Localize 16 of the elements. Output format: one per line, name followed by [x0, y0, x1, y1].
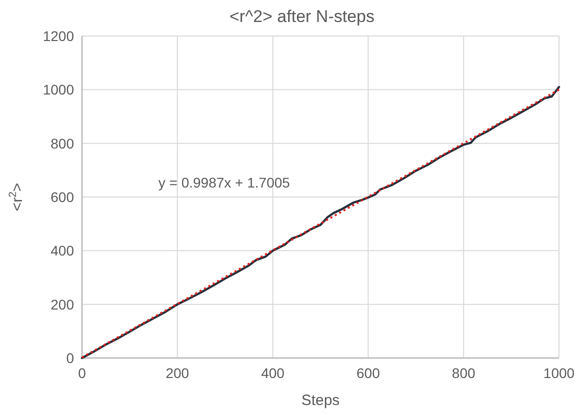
y-tick-label: 600 — [50, 189, 74, 205]
y-tick-label: 400 — [50, 242, 74, 259]
x-tick-label: 1000 — [543, 365, 575, 381]
y-tick-label: 1200 — [42, 28, 74, 44]
y-tick-label: 800 — [50, 135, 74, 152]
x-tick-label: 600 — [356, 365, 380, 381]
y-tick-label: 200 — [50, 296, 74, 312]
annotation: y = 0.9987x + 1.7005 — [158, 174, 290, 190]
x-axis-title: Steps — [301, 392, 340, 409]
x-tick-label: 400 — [261, 365, 285, 381]
x-tick-label: 0 — [78, 365, 86, 381]
chart-title: <r^2> after N-steps — [230, 7, 374, 26]
x-tick-label: 800 — [452, 365, 476, 381]
y-tick-label: 1000 — [42, 82, 74, 98]
y-tick-label: 0 — [66, 350, 74, 366]
x-tick-label: 200 — [166, 365, 190, 381]
